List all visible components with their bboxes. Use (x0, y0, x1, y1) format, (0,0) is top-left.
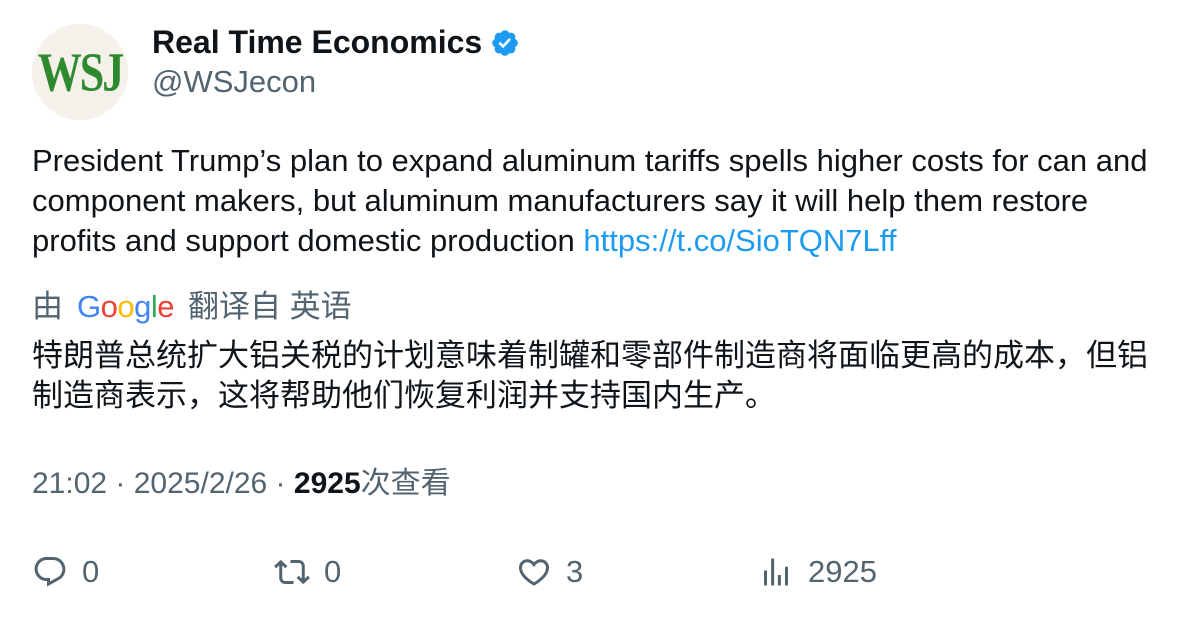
retweet-icon (274, 559, 310, 585)
reply-button[interactable]: 0 (32, 550, 99, 594)
tweet-text: President Trump’s plan to expand aluminu… (32, 141, 1167, 261)
tweet-meta: 21:02 · 2025/2/26 · 2925次查看 (32, 464, 451, 504)
avatar-logo-text: WSJ (37, 41, 124, 103)
reply-icon (34, 557, 66, 587)
translated-from-label: 翻译自 英语 (188, 289, 352, 324)
author-name-row: Real Time Economics (152, 22, 520, 62)
meta-separator: · (267, 467, 294, 500)
retweet-count: 0 (324, 554, 342, 589)
views-chart-icon (764, 558, 788, 586)
action-bar: 0 0 3 2925 (32, 550, 1164, 594)
meta-separator: · (107, 467, 134, 500)
views-count: 2925 (293, 467, 361, 500)
heart-icon (518, 559, 550, 586)
verified-badge-icon (492, 30, 519, 56)
tweet-time[interactable]: 21:02 (32, 467, 108, 500)
author-name[interactable]: Real Time Economics (152, 24, 483, 60)
reply-count: 0 (82, 554, 100, 589)
translated-by-prefix: 由 (32, 289, 63, 324)
like-button[interactable]: 3 (516, 550, 583, 594)
tweet-body: President Trump’s plan to expand aluminu… (32, 143, 1148, 258)
avatar[interactable]: WSJ (32, 24, 128, 120)
like-count: 3 (566, 554, 584, 589)
views-button[interactable]: 2925 (758, 550, 877, 594)
author-handle[interactable]: @WSJecon (152, 64, 317, 99)
tweet-link[interactable]: https://t.co/SioTQN7Lff (583, 223, 897, 258)
tweet-date[interactable]: 2025/2/26 (133, 467, 268, 500)
views-label: 次查看 (360, 467, 451, 500)
views-action-count: 2925 (808, 554, 877, 589)
translated-text: 特朗普总统扩大铝关税的计划意味着制罐和零部件制造商将面临更高的成本，但铝制造商表… (32, 338, 1148, 413)
retweet-button[interactable]: 0 (274, 550, 341, 594)
